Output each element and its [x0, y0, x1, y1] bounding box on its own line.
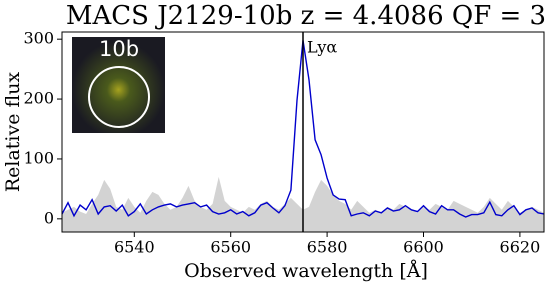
axes-frame	[61, 31, 545, 233]
y-tick-label: 100	[23, 148, 54, 167]
inset-aperture	[88, 66, 150, 128]
noise-area	[62, 176, 544, 232]
y-tick-label: 300	[23, 29, 54, 48]
y-tick-label: 200	[23, 89, 54, 108]
x-tick-label: 6560	[210, 238, 251, 257]
y-axis-label: Relative flux	[2, 72, 24, 193]
x-tick-label: 6620	[500, 238, 541, 257]
x-tick-label: 6600	[403, 238, 444, 257]
inset-image: 10b	[72, 37, 165, 133]
chart-title: MACS J2129-10b z = 4.4086 QF = 3	[66, 1, 546, 31]
x-tick-label: 6540	[114, 238, 155, 257]
x-tick-label: 6580	[307, 238, 348, 257]
inset-label: 10b	[99, 37, 139, 61]
plot-area: Lyα 0 100 200 300 6540 6560 6580 6600 6620	[23, 29, 545, 257]
x-axis-label: Observed wavelength [Å]	[184, 260, 428, 282]
inset-background	[72, 37, 165, 133]
y-tick-label: 0	[44, 208, 54, 227]
lya-label: Lyα	[307, 38, 337, 57]
